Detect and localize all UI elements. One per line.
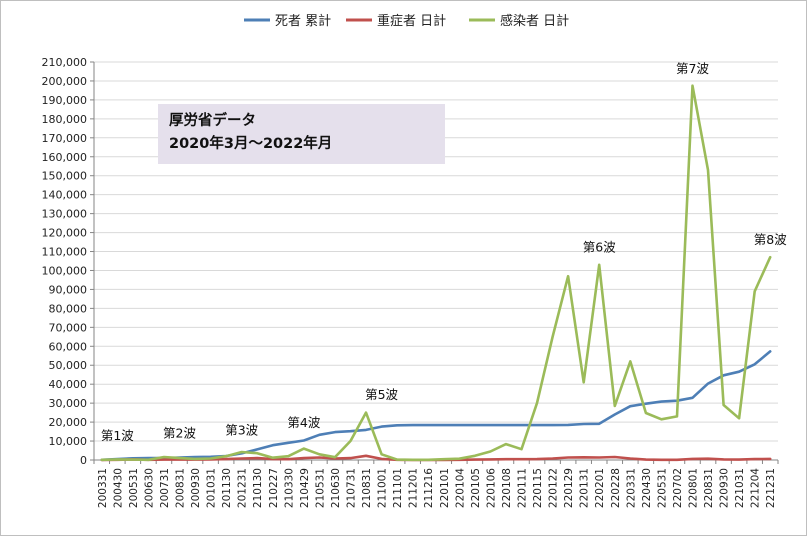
x-tick-label: 220430 [641, 468, 653, 508]
wave-label: 第8波 [754, 232, 787, 247]
x-tick-label: 220228 [610, 468, 622, 508]
x-tick-label: 211216 [423, 468, 435, 508]
x-tick-label: 220115 [532, 468, 544, 508]
x-tick-label: 210531 [314, 468, 326, 508]
y-tick-label: 130,000 [42, 208, 88, 221]
y-tick-label: 50,000 [49, 359, 88, 372]
x-tick-label: 200731 [159, 468, 171, 508]
y-tick-label: 100,000 [42, 264, 88, 277]
legend: 死者 累計 重症者 日計 感染者 日計 [244, 13, 569, 29]
x-tick-label: 201231 [237, 468, 249, 508]
x-tick-label: 200331 [97, 468, 109, 508]
wave-label: 第3波 [225, 422, 258, 437]
x-tick-label: 210227 [268, 468, 280, 508]
x-tick-label: 201031 [206, 468, 218, 508]
x-tick-label: 220831 [703, 468, 715, 508]
x-tick-label: 220531 [656, 468, 668, 508]
x-tick-label: 220129 [563, 468, 575, 508]
x-tick-label: 220108 [501, 468, 513, 508]
x-tick-label: 220702 [672, 468, 684, 508]
x-tick-label: 211001 [377, 468, 389, 508]
x-tick-label: 200630 [143, 468, 155, 508]
series-line-deaths [100, 350, 772, 462]
y-tick-label: 160,000 [42, 151, 88, 164]
y-tick-label: 10,000 [49, 435, 88, 448]
y-tick-label: 90,000 [49, 283, 88, 296]
y-tick-label: 180,000 [42, 113, 88, 126]
x-tick-label: 210630 [330, 468, 342, 508]
y-tick-label: 140,000 [42, 189, 88, 202]
note-line-1: 厚労省データ [169, 113, 256, 129]
x-tick-label: 220111 [517, 468, 529, 508]
y-tick-label: 200,000 [42, 75, 88, 88]
y-tick-label: 20,000 [49, 416, 88, 429]
y-tick-label: 30,000 [49, 397, 88, 410]
x-tick-label: 210330 [283, 468, 295, 508]
x-tick-label: 210429 [299, 468, 311, 508]
y-tick-label: 190,000 [42, 94, 88, 107]
x-tick-label: 221231 [765, 468, 777, 508]
note-line-2: 2020年3月～2022年月 [169, 136, 333, 152]
x-tick-label: 210731 [346, 468, 358, 508]
x-tick-label: 221204 [750, 468, 762, 508]
x-tick-label: 210130 [252, 468, 264, 508]
y-tick-label: 0 [80, 454, 87, 467]
y-tick-label: 120,000 [42, 227, 88, 240]
y-tick-label: 110,000 [42, 246, 88, 259]
y-tick-label: 150,000 [42, 170, 88, 183]
y-tick-label: 70,000 [49, 321, 88, 334]
x-tick-label: 220104 [454, 468, 466, 508]
x-tick-label: 220131 [579, 468, 591, 508]
x-tick-label: 200930 [190, 468, 202, 508]
x-tick-label: 220331 [625, 468, 637, 508]
wave-label: 第7波 [676, 61, 709, 76]
legend-label: 死者 累計 [275, 13, 331, 29]
x-tick-label: 200831 [175, 468, 187, 508]
x-tick-label: 220201 [594, 468, 606, 508]
x-tick-label: 220106 [485, 468, 497, 508]
x-tick-label: 200531 [128, 468, 140, 508]
legend-label: 感染者 日計 [500, 13, 569, 29]
x-tick-label: 200430 [112, 468, 124, 508]
y-tick-label: 80,000 [49, 302, 88, 315]
y-tick-label: 170,000 [42, 132, 88, 145]
note-box: 厚労省データ 2020年3月～2022年月 [158, 104, 445, 164]
y-tick-label: 40,000 [49, 378, 88, 391]
legend-label: 重症者 日計 [377, 13, 446, 29]
x-tick-label: 220101 [439, 468, 451, 508]
series-lines [100, 84, 772, 462]
x-tick-label: 210831 [361, 468, 373, 508]
series-line-infected [100, 84, 772, 462]
x-tick-label: 211101 [392, 468, 404, 508]
wave-label: 第5波 [365, 387, 398, 402]
x-tick-label: 220801 [688, 468, 700, 508]
x-tick-label: 201130 [221, 468, 233, 508]
x-tick-label: 211201 [408, 468, 420, 508]
x-tick-label: 220105 [470, 468, 482, 508]
x-tick-label: 220930 [719, 468, 731, 508]
x-axis: 200331 200430 200531 200630 200731 200831 2009… [93, 459, 779, 508]
wave-label: 第4波 [287, 415, 320, 430]
wave-label: 第6波 [583, 240, 616, 255]
y-axis: 0 10,000 20,000 30,000 40,000 50,000 60,000 70,… [42, 56, 95, 467]
x-tick-label: 221031 [734, 468, 746, 508]
y-tick-label: 60,000 [49, 340, 88, 353]
wave-label: 第1波 [101, 428, 134, 443]
x-tick-label: 220122 [548, 468, 560, 508]
wave-label: 第2波 [163, 425, 196, 440]
y-tick-label: 210,000 [42, 56, 88, 69]
